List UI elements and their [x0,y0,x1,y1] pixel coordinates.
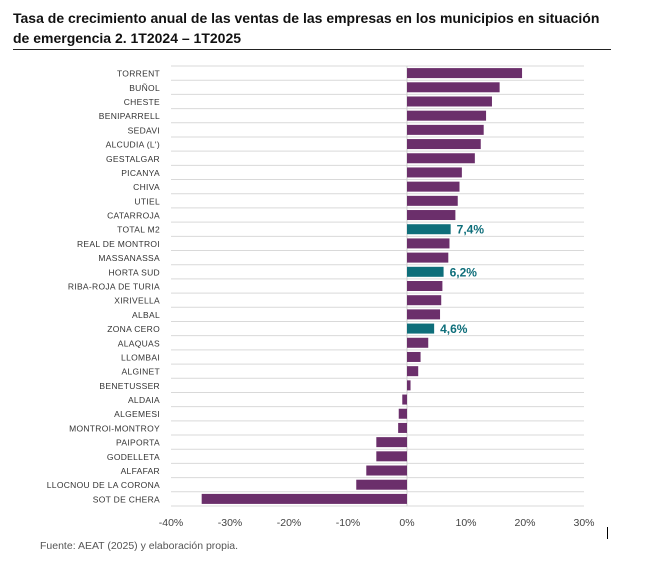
bar [407,124,484,135]
category-label: GODELLETA [107,452,160,462]
category-label: PICANYA [121,168,160,178]
bar [407,323,435,334]
bar [407,96,492,107]
bar [356,479,407,490]
category-label: BENETUSSER [99,381,160,391]
bar [407,366,419,377]
category-label: TOTAL M2 [117,225,160,235]
x-tick-label: 0% [399,517,414,529]
bar [407,110,487,121]
chart-title: Tasa de crecimiento anual de las ventas … [13,10,600,46]
bar [407,224,451,235]
category-label: CATARROJA [107,211,160,221]
category-label: MASSANASSA [98,253,160,263]
bar [407,295,442,306]
x-tick-label: 10% [455,517,476,529]
bar [398,422,407,433]
data-label: 6,2% [450,265,478,279]
category-label: ALFAFAR [121,466,160,476]
category-label: ALAQUAS [118,338,160,348]
bar [407,281,443,291]
category-label: LLOCNOU DE LA CORONA [47,480,160,490]
bar [366,465,407,476]
category-label: CHIVA [133,182,160,192]
category-label: ALGINET [122,367,160,377]
bar [407,351,421,362]
bar [407,167,462,178]
data-label: 4,6% [440,322,468,336]
bar [407,181,460,192]
bar [402,394,407,405]
bar [376,437,407,448]
category-label: HORTA SUD [108,267,160,277]
category-label: TORRENT [117,69,160,79]
category-label: ALGEMESI [114,409,160,419]
x-tick-label: -20% [277,517,302,529]
x-tick-label: -10% [336,517,361,529]
bar [407,238,450,249]
category-label: BUÑOL [129,83,160,93]
bar [407,210,456,221]
bar [407,266,444,277]
category-label: REAL DE MONTROI [77,239,160,249]
category-label: ALBAL [132,310,160,320]
category-label: MONTROI-MONTROY [69,423,160,433]
category-label: UTIEL [134,196,160,206]
x-tick-label: -30% [218,517,243,529]
title-divider [13,49,611,50]
category-label: XIRIVELLA [114,296,160,306]
bar [407,153,475,164]
bar [407,195,458,206]
category-label: SOT DE CHERA [93,494,160,504]
category-label: ALCUDIA (L') [106,140,160,150]
category-label: RIBA-ROJA DE TURIA [68,282,160,292]
category-label: ZONA CERO [107,324,160,334]
bar [407,139,481,150]
category-label: ALDAIA [128,395,160,405]
source-note: Fuente: AEAT (2025) y elaboración propia… [40,540,239,552]
text-cursor [607,527,608,539]
bar [407,68,523,79]
bar [376,451,407,462]
category-label: BENIPARRELL [99,111,160,121]
bar [398,408,407,419]
bar [407,380,411,391]
category-label: PAIPORTA [116,438,160,448]
category-label: CHESTE [124,97,160,107]
bar [407,309,441,320]
bar [407,252,449,263]
x-tick-label: 20% [514,517,535,529]
bar [201,493,407,504]
bar [407,82,500,93]
x-tick-label: 30% [573,517,594,529]
bar [407,337,429,348]
x-tick-label: -40% [159,517,184,529]
category-label: SEDAVI [128,125,160,135]
data-label: 7,4% [457,223,485,237]
category-label: LLOMBAI [121,352,160,362]
category-label: GESTALGAR [106,154,160,164]
